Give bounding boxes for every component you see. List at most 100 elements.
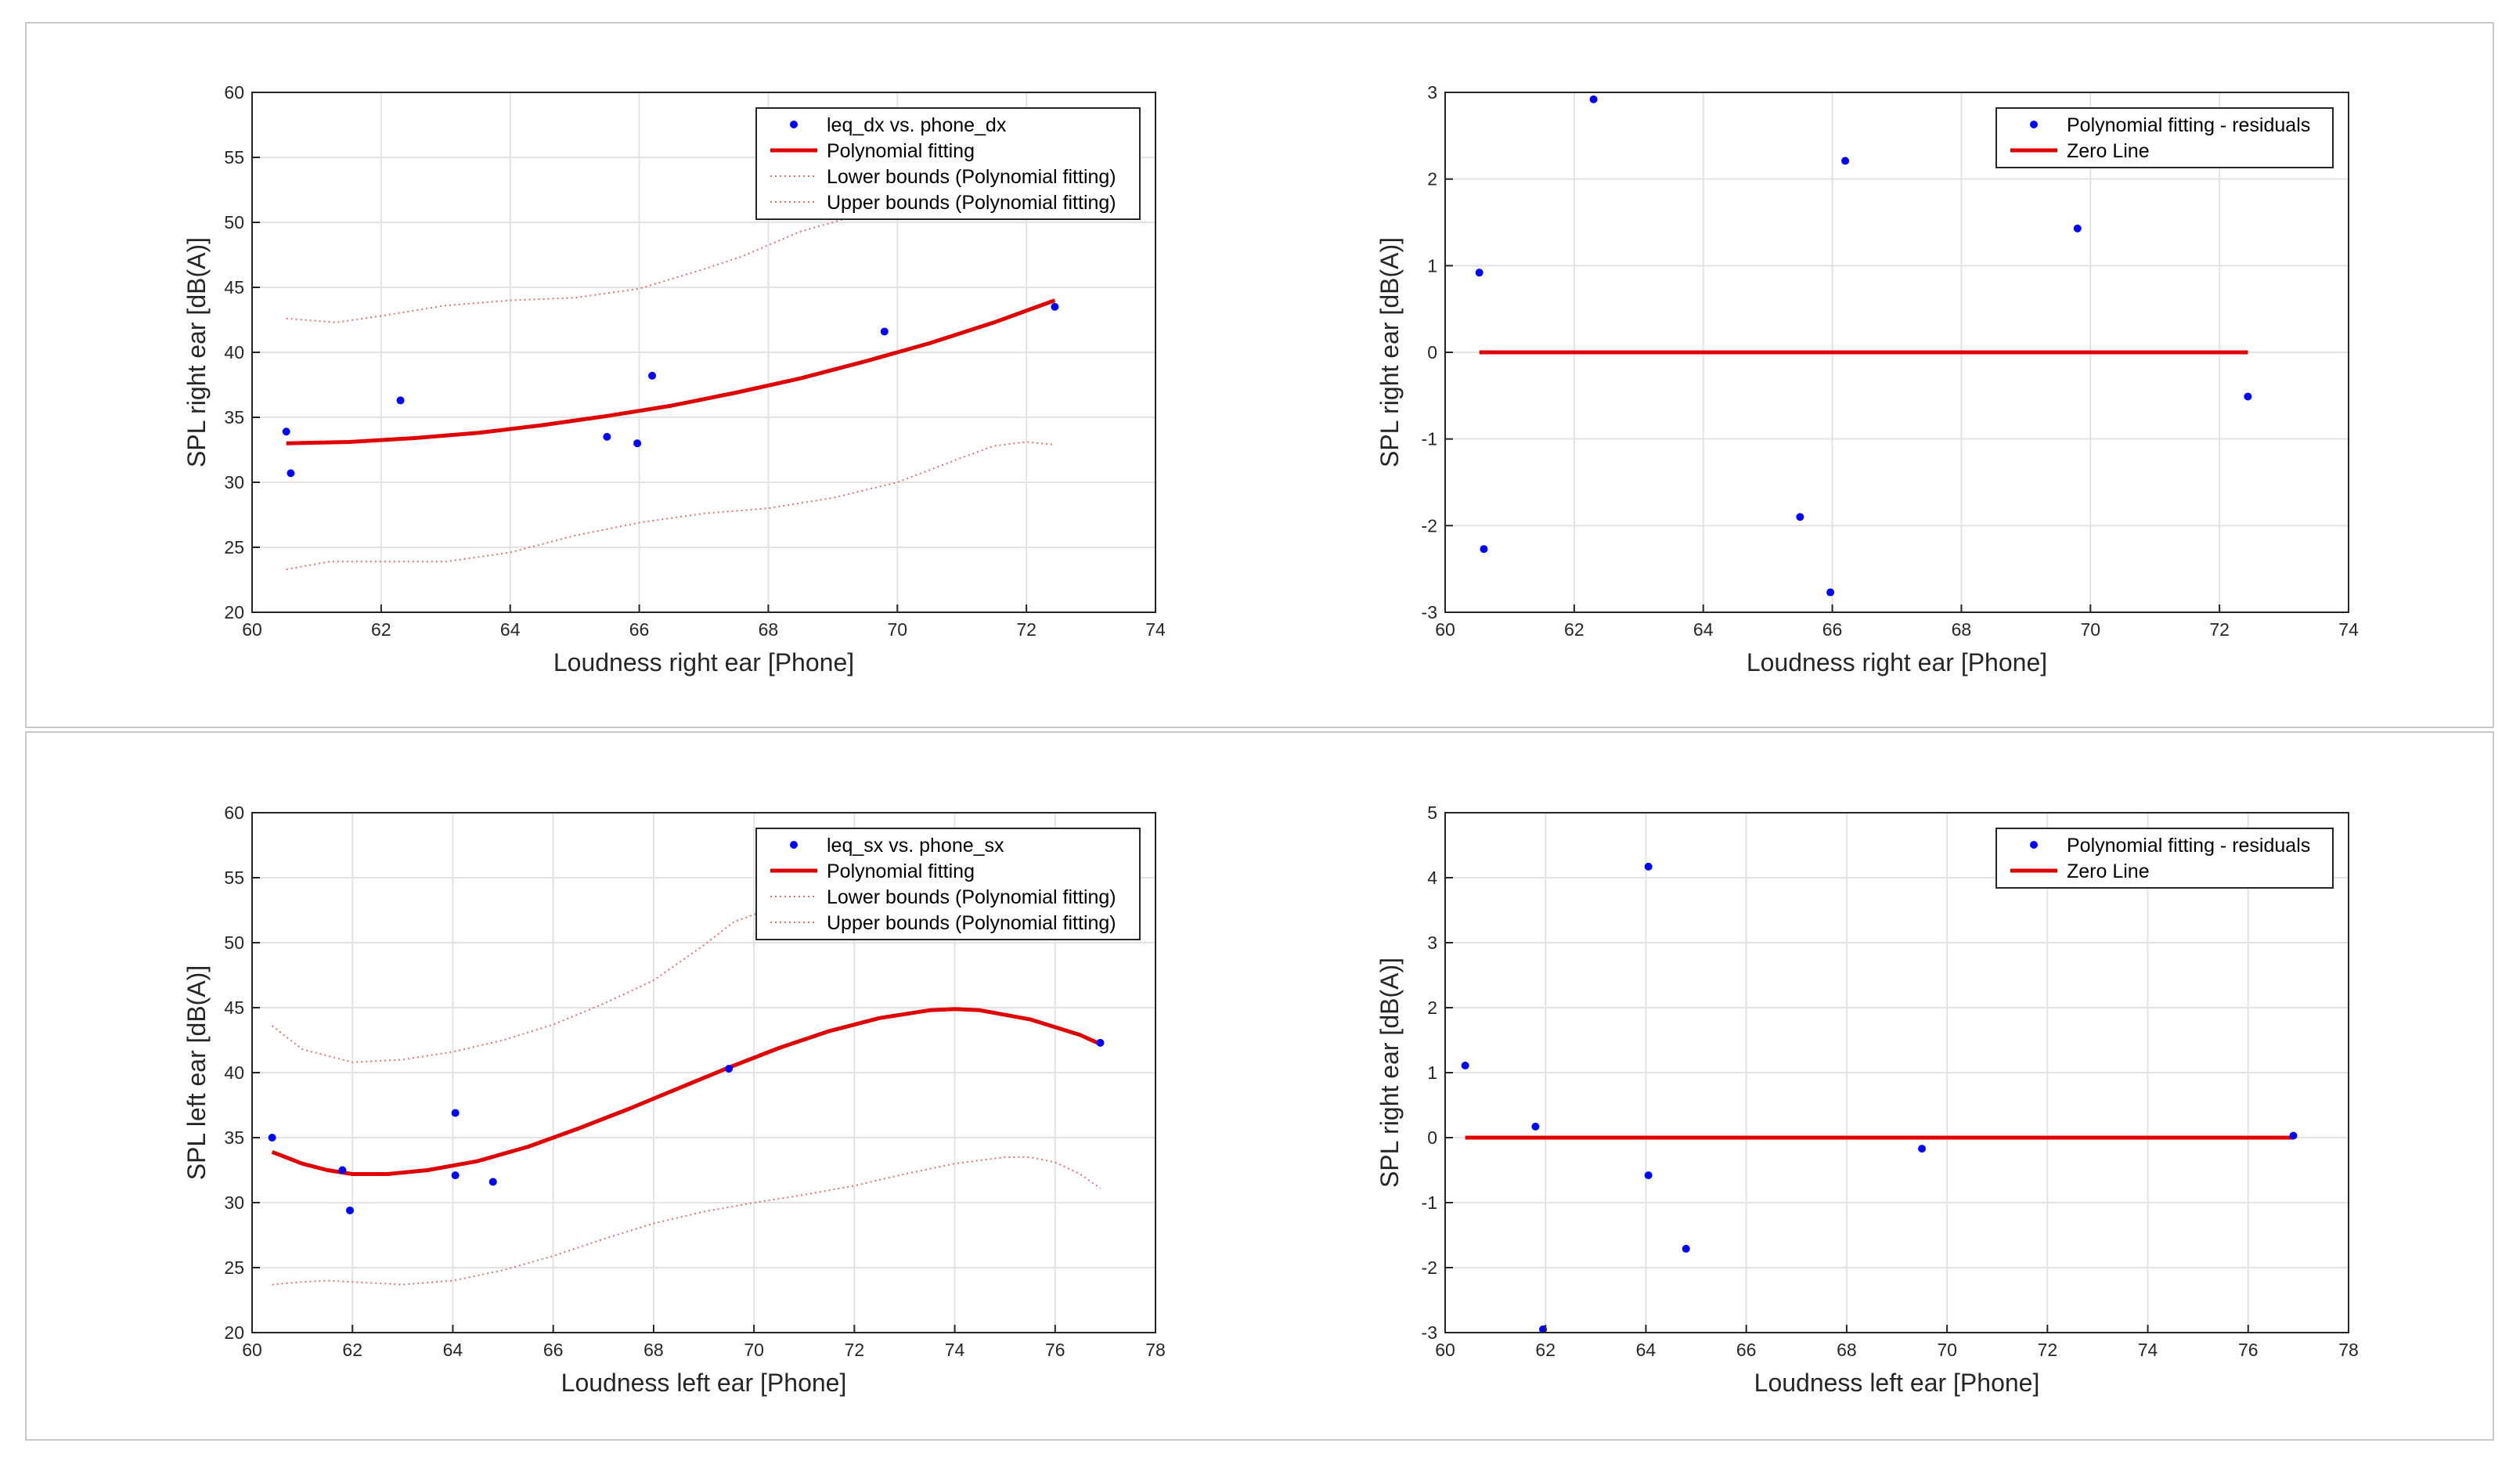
x-tick-label: 72 xyxy=(1016,619,1036,640)
y-axis-label: SPL left ear [dB(A)] xyxy=(182,965,211,1180)
y-tick-label: 40 xyxy=(224,342,244,363)
y-tick-label: 4 xyxy=(1427,868,1437,888)
y-tick-label: 50 xyxy=(224,212,244,233)
y-tick-label: -1 xyxy=(1422,429,1437,449)
data-point xyxy=(1589,95,1598,103)
x-tick-label: 74 xyxy=(1145,619,1166,640)
data-point xyxy=(2073,224,2082,233)
fit-line xyxy=(286,298,1056,446)
legend: leq_sx vs. phone_sx Polynomial fitting Low… xyxy=(755,828,1141,940)
y-tick-label: 35 xyxy=(224,407,244,427)
y-tick-label: 35 xyxy=(224,1127,244,1148)
x-tick-label: 74 xyxy=(2138,1340,2158,1360)
y-tick-label: 3 xyxy=(1427,82,1437,103)
y-tick-label: 25 xyxy=(224,537,244,557)
y-tick-label: 1 xyxy=(1427,255,1437,276)
x-tick-label: 64 xyxy=(1693,619,1714,640)
data-point xyxy=(1796,513,1804,521)
data-point xyxy=(1051,302,1059,311)
y-axis-label: SPL right ear [dB(A)] xyxy=(1375,237,1404,467)
x-tick-label: 68 xyxy=(1837,1340,1857,1360)
data-point xyxy=(1918,1145,1927,1153)
bounds-line xyxy=(271,911,759,1063)
y-tick-label: 25 xyxy=(224,1257,244,1278)
x-tick-label: 74 xyxy=(945,1340,965,1360)
x-tick-label: 64 xyxy=(500,619,521,640)
x-axis-label: Loudness right ear [Phone] xyxy=(1747,648,2047,676)
y-axis-label: SPL right ear [dB(A)] xyxy=(1375,958,1404,1188)
x-tick-label: 70 xyxy=(887,619,907,640)
y-tick-label: 2 xyxy=(1427,169,1437,189)
x-tick-label: 66 xyxy=(1822,619,1843,640)
data-point xyxy=(725,1065,734,1073)
y-tick-label: 20 xyxy=(224,602,244,622)
x-tick-label: 76 xyxy=(1045,1340,1065,1360)
data-point xyxy=(1096,1038,1105,1047)
x-tick-label: 62 xyxy=(371,619,391,640)
legend: Polynomial fitting - residuals Zero Line xyxy=(1995,107,2334,168)
data-point xyxy=(1841,157,1850,165)
x-tick-label: 72 xyxy=(845,1340,865,1360)
x-tick-label: 60 xyxy=(1435,619,1455,640)
data-point xyxy=(338,1166,347,1174)
legend: Polynomial fitting - residuals Zero Line xyxy=(1995,828,2334,889)
legend-box xyxy=(755,828,1141,940)
x-tick-label: 76 xyxy=(2238,1340,2259,1360)
y-tick-label: 1 xyxy=(1427,1062,1437,1083)
data-point xyxy=(603,432,611,441)
y-tick-label: 60 xyxy=(224,82,244,103)
x-tick-label: 62 xyxy=(1535,1340,1556,1360)
x-tick-label: 70 xyxy=(744,1340,764,1360)
data-point xyxy=(880,327,889,336)
legend-box xyxy=(1995,828,2334,889)
legend-label: Polynomial fitting - residuals xyxy=(2067,114,2310,136)
data-point xyxy=(2289,1131,2298,1140)
legend-box xyxy=(755,107,1141,220)
x-tick-label: 68 xyxy=(1952,619,1972,640)
chart-right-ear-residuals: 60 62 64 66 68 70 72 74 -3 -2 -1 0 1 2 3 Loudness right… xyxy=(1375,82,2359,676)
y-tick-label: -2 xyxy=(1422,515,1437,536)
data-point xyxy=(268,1134,276,1142)
x-tick-label: 64 xyxy=(443,1340,463,1360)
y-tick-label: 45 xyxy=(224,277,244,298)
x-tick-label: 64 xyxy=(1636,1340,1657,1360)
data-point xyxy=(1475,269,1484,277)
fit-line xyxy=(271,1007,1101,1176)
data-point xyxy=(1644,1171,1653,1180)
legend-label: Polynomial fitting - residuals xyxy=(2067,835,2310,857)
data-point xyxy=(451,1171,460,1180)
data-point xyxy=(1480,545,1488,554)
y-tick-label: 30 xyxy=(224,472,244,492)
chart-right-ear-fit: 60 62 64 66 68 70 72 74 20 25 30 35 40 45 50 55 60 Loudne… xyxy=(182,82,1166,676)
data-point xyxy=(488,1178,497,1186)
y-tick-label: 60 xyxy=(224,803,244,823)
data-point xyxy=(396,396,405,405)
legend-label: leq_dx vs. phone_dx xyxy=(827,114,1007,136)
x-tick-label: 60 xyxy=(1435,1340,1455,1360)
bounds-line xyxy=(272,1156,1101,1286)
x-tick-label: 66 xyxy=(1736,1340,1757,1360)
x-tick-label: 70 xyxy=(1937,1340,1957,1360)
y-tick-label: 50 xyxy=(224,933,244,953)
data-point xyxy=(1682,1244,1690,1253)
chart-left-ear-fit: 60 62 64 66 68 70 72 74 76 78 20 25 30 35 40 45 50 55 60 Lo… xyxy=(182,803,1166,1397)
legend-point-marker xyxy=(2030,841,2038,849)
y-tick-label: 5 xyxy=(1427,803,1437,823)
x-tick-label: 60 xyxy=(242,619,262,640)
y-tick-label: 3 xyxy=(1427,933,1437,953)
x-tick-label: 70 xyxy=(2080,619,2100,640)
x-tick-label: 72 xyxy=(2038,1340,2058,1360)
y-tick-label: -3 xyxy=(1422,602,1437,622)
legend-label: Upper bounds (Polynomial fitting) xyxy=(827,912,1116,934)
y-tick-label: 55 xyxy=(224,147,244,168)
legend-box xyxy=(1995,107,2334,168)
x-axis-label: Loudness right ear [Phone] xyxy=(553,648,854,676)
x-tick-label: 78 xyxy=(1145,1340,1166,1360)
data-point xyxy=(1461,1061,1469,1070)
x-tick-label: 66 xyxy=(543,1340,564,1360)
x-tick-label: 78 xyxy=(2338,1340,2359,1360)
legend-label: Lower bounds (Polynomial fitting) xyxy=(827,886,1116,908)
legend-point-marker xyxy=(790,121,798,128)
x-tick-label: 60 xyxy=(242,1340,262,1360)
